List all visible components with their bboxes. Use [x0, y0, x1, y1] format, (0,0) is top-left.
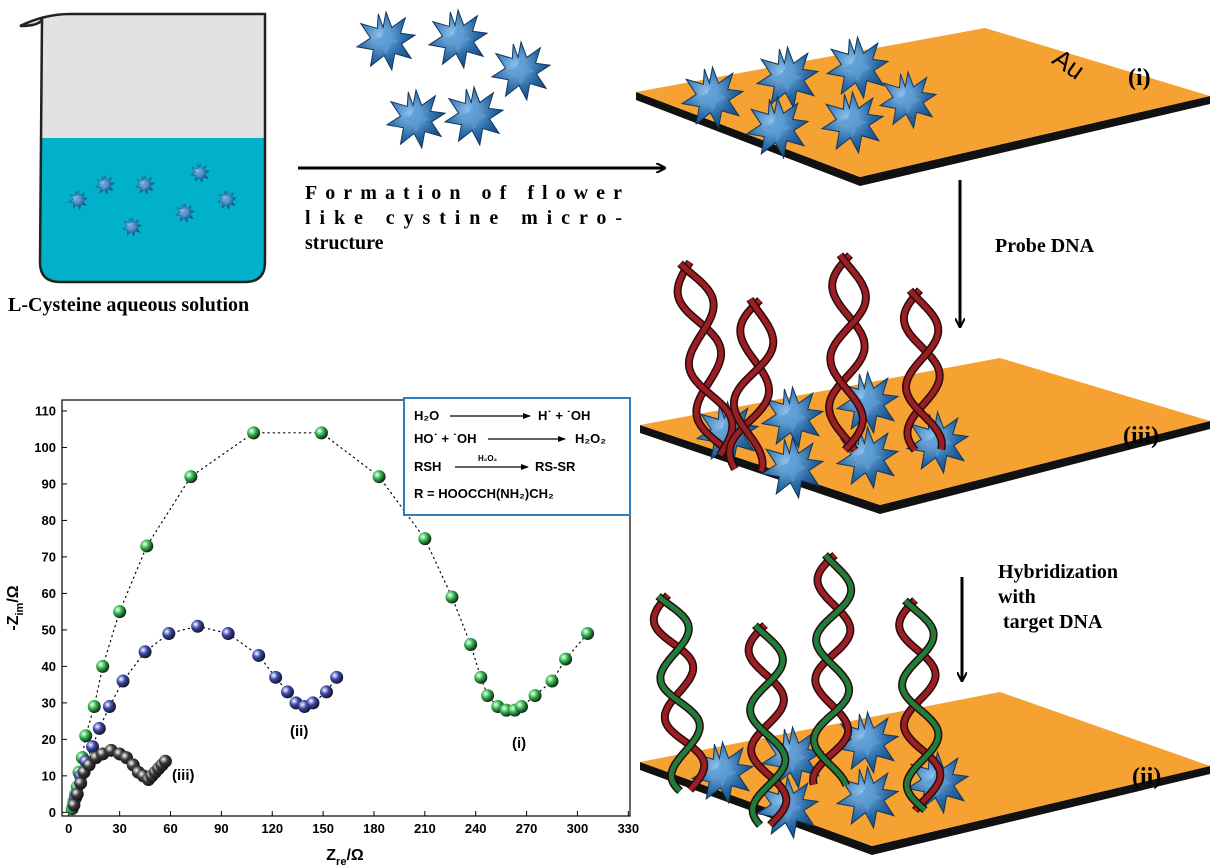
data-point — [281, 685, 294, 698]
series-label: (ii) — [290, 723, 308, 740]
x-tick-label: 120 — [261, 821, 283, 836]
data-point — [330, 671, 343, 684]
figure: L-Cysteine aqueous solution Formation of… — [0, 0, 1213, 866]
reaction-over: H₂O₂ — [478, 454, 498, 463]
x-label-main: Z — [326, 847, 336, 864]
data-point — [474, 671, 487, 684]
data-point — [464, 638, 477, 651]
free-flowers — [357, 10, 550, 148]
x-tick-label: 0 — [65, 821, 72, 836]
y-tick-label: 0 — [49, 805, 56, 820]
caption-line: like cystine micro- — [305, 207, 622, 229]
data-point — [159, 755, 172, 768]
step-caption: Probe DNA — [995, 235, 1095, 257]
data-point — [269, 671, 282, 684]
data-point — [247, 426, 260, 439]
series-line — [76, 626, 337, 798]
x-tick-label: 270 — [516, 821, 538, 836]
data-point — [306, 696, 319, 709]
data-point — [515, 700, 528, 713]
y-tick-label: 30 — [42, 695, 56, 710]
step-label: (i) — [1128, 65, 1151, 91]
data-point — [481, 689, 494, 702]
y-tick-label: 60 — [42, 586, 56, 601]
y-tick-label: 40 — [42, 659, 56, 674]
data-point — [546, 674, 559, 687]
chart: Zre/Ω -Zim/Ω 0 30 60 90 120 150 180 210 240 270 30… — [5, 398, 639, 866]
step-caption: target DNA — [1003, 611, 1103, 633]
reaction-note: R = HOOCCH(NH₂)CH₂ — [414, 486, 554, 501]
data-point — [96, 660, 109, 673]
reaction-right: H₂O₂ — [575, 431, 606, 446]
y-axis-label: -Zim/Ω — [5, 585, 26, 630]
data-point — [184, 470, 197, 483]
data-point — [140, 539, 153, 552]
step-caption: with — [998, 586, 1036, 608]
data-point — [445, 591, 458, 604]
reaction-right: H˙ + ˙OH — [538, 408, 590, 423]
reaction-left: H₂O — [414, 408, 439, 423]
data-point — [373, 470, 386, 483]
data-point — [252, 649, 265, 662]
data-point — [320, 685, 333, 698]
x-tick-label: 90 — [214, 821, 228, 836]
data-point — [162, 627, 175, 640]
step-label: (ii) — [1132, 764, 1161, 790]
y-tick-label: 80 — [42, 513, 56, 528]
series-label: (iii) — [172, 767, 195, 784]
y-label-sub: im — [14, 602, 26, 615]
page: L-Cysteine aqueous solution Formation of… — [0, 0, 1213, 866]
x-tick-label: 150 — [312, 821, 334, 836]
y-tick-label: 50 — [42, 622, 56, 637]
x-tick-label: 330 — [617, 821, 639, 836]
data-point — [103, 700, 116, 713]
data-point — [93, 722, 106, 735]
caption-line: Formation of flower — [305, 182, 622, 204]
data-point — [71, 788, 84, 801]
x-label-sub: re — [336, 856, 346, 866]
data-point — [139, 645, 152, 658]
data-point — [113, 605, 126, 618]
y-tick-label: 90 — [42, 476, 56, 491]
reaction-left: RSH — [414, 459, 441, 474]
series-label: (i) — [512, 735, 526, 752]
step-label: (iii) — [1123, 423, 1159, 449]
data-point — [222, 627, 235, 640]
data-point — [581, 627, 594, 640]
y-tick-label: 110 — [35, 403, 56, 418]
beaker-caption: L-Cysteine aqueous solution — [8, 294, 249, 316]
x-label-unit: /Ω — [346, 847, 363, 864]
reaction-left: HO˙ + ˙OH — [414, 431, 476, 446]
y-tick-label: 20 — [42, 732, 56, 747]
data-point — [418, 532, 431, 545]
data-point — [315, 426, 328, 439]
y-label-main: -Z — [5, 615, 22, 630]
x-tick-label: 30 — [112, 821, 126, 836]
caption-line: structure — [305, 232, 384, 254]
data-point — [529, 689, 542, 702]
x-tick-label: 210 — [414, 821, 436, 836]
data-point — [74, 777, 87, 790]
step-caption: Hybridization — [998, 561, 1118, 583]
y-tick-label: 10 — [42, 768, 56, 783]
x-tick-label: 60 — [163, 821, 177, 836]
data-point — [117, 674, 130, 687]
y-tick-label: 100 — [34, 440, 56, 455]
data-point — [88, 700, 101, 713]
x-tick-label: 240 — [465, 821, 487, 836]
beaker — [20, 14, 265, 282]
data-point — [67, 799, 80, 812]
data-point — [559, 653, 572, 666]
y-tick-label: 70 — [42, 549, 56, 564]
data-point — [79, 729, 92, 742]
x-axis-label: Zre/Ω — [326, 847, 364, 866]
x-tick-label: 300 — [567, 821, 589, 836]
x-tick-label: 180 — [363, 821, 385, 836]
reaction-right: RS-SR — [535, 459, 576, 474]
y-label-unit: /Ω — [5, 585, 22, 602]
data-point — [191, 620, 204, 633]
